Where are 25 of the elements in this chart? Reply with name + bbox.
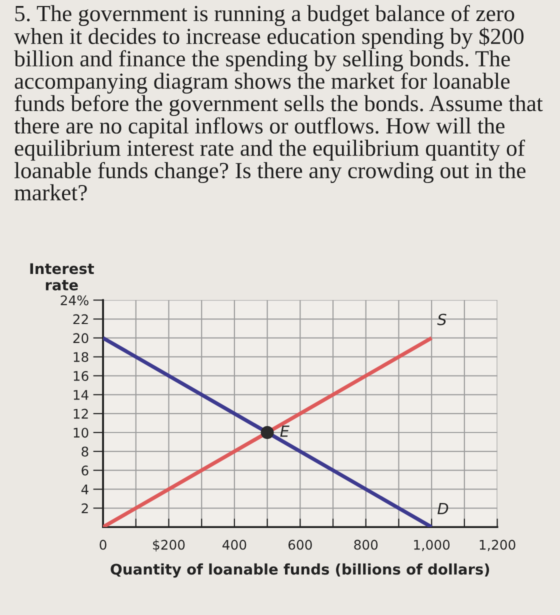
- x-tick-label: 0: [100, 540, 106, 550]
- x-tick-label: $200: [153, 540, 185, 552]
- y-tick-label: 16: [74, 370, 88, 381]
- series-label: E: [280, 426, 290, 437]
- x-tick-label: 1,200: [480, 540, 516, 552]
- x-tick-label: 400: [222, 540, 246, 550]
- y-tick-label: 12: [74, 408, 88, 419]
- y-tick-label: 20: [73, 333, 88, 344]
- series-label: D: [438, 503, 448, 514]
- y-tick-label: 22: [73, 314, 88, 324]
- y-tick-label: 10: [74, 428, 88, 438]
- chart-title: 5. The government is running a budget balance of zero when it decides to increase education spending by $200 billion and finance the spending by selling bonds. The accompanying diagram shows the market for loanable funds before the government sells the bonds. Assume that there are no capital inflows or outflows. How will the equilibrium interest rate and the equilibrium quantity of loanable funds change? Is there any crowding out in the market?: [14, 4, 543, 201]
- y-tick-label: 24%: [60, 295, 88, 306]
- y-tick-label: 6: [82, 466, 88, 476]
- x-tick-label: 1,000: [414, 540, 450, 552]
- y-axis-title: Interest rate: [30, 263, 94, 290]
- x-axis-title: Quantity of loanable funds (billions of dollars): [110, 563, 490, 578]
- y-tick-label: 18: [74, 352, 88, 362]
- series-label: S: [437, 314, 446, 326]
- x-tick-label: 800: [354, 540, 378, 550]
- y-tick-label: 2: [82, 503, 88, 514]
- y-tick-label: 4: [81, 484, 88, 494]
- y-tick-label: 8: [82, 446, 88, 457]
- x-tick-label: 600: [288, 540, 312, 550]
- y-tick-label: 14: [74, 390, 88, 400]
